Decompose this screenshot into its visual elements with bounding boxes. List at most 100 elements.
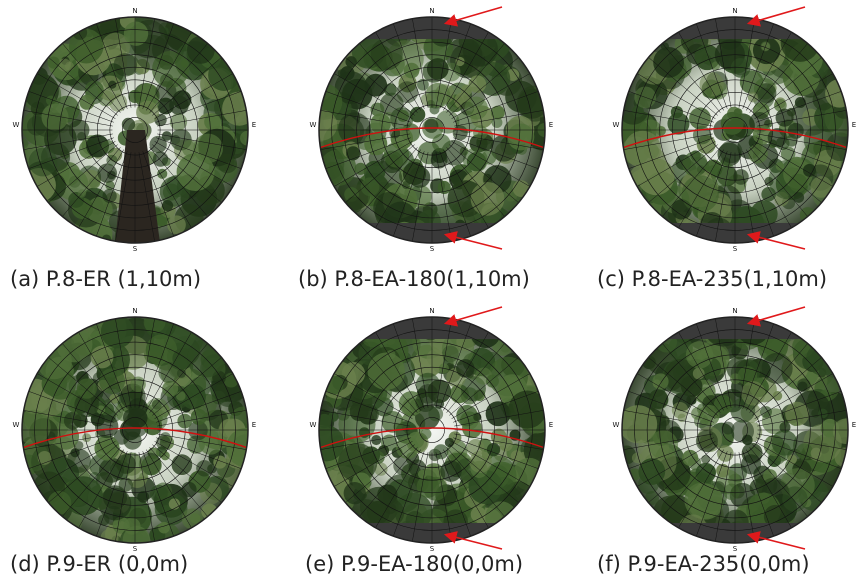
foliage	[42, 104, 69, 131]
foliage	[632, 453, 642, 463]
foliage	[169, 498, 180, 509]
foliage	[158, 362, 179, 383]
photo-content	[306, 6, 560, 261]
foliage	[368, 353, 405, 390]
foliage	[37, 344, 72, 379]
foliage	[717, 445, 734, 462]
foliage	[733, 169, 749, 185]
fisheye-photo: NSEW	[13, 307, 266, 557]
compass-north: N	[732, 7, 737, 15]
foliage	[386, 350, 395, 359]
compass-south: S	[133, 245, 138, 253]
foliage	[377, 499, 404, 526]
compass-south: S	[733, 245, 738, 253]
foliage	[424, 119, 438, 133]
foliage	[797, 378, 811, 392]
foliage	[418, 470, 427, 479]
foliage	[182, 508, 203, 529]
photo-content	[18, 3, 256, 254]
foliage	[810, 176, 832, 198]
compass-north: N	[132, 307, 137, 315]
foliage	[208, 59, 240, 91]
foliage	[65, 62, 74, 71]
compass-west: W	[613, 121, 620, 129]
compass-east: E	[549, 121, 553, 129]
arrow	[447, 535, 502, 549]
compass-north: N	[732, 307, 737, 315]
compass-west: W	[310, 421, 317, 429]
foliage	[427, 349, 444, 366]
compass-east: E	[252, 121, 256, 129]
foliage	[158, 522, 170, 534]
compass-east: E	[852, 121, 856, 129]
caption: (d) P.9-ER (0,0m)	[10, 552, 188, 576]
arrow	[750, 307, 805, 323]
photo-content	[617, 307, 861, 555]
foliage	[371, 38, 403, 70]
foliage	[682, 151, 707, 176]
foliage	[150, 485, 168, 503]
compass-west: W	[13, 121, 20, 129]
arrow	[750, 535, 805, 549]
compass-west: W	[310, 121, 317, 129]
arrow	[750, 235, 805, 249]
figure: NSEW(a) P.8-ER (1,10m)NSEW(b) P.8-EA-180…	[0, 0, 867, 579]
compass-west: W	[613, 421, 620, 429]
foliage	[402, 181, 410, 189]
photo-content	[16, 308, 266, 557]
foliage	[656, 126, 666, 136]
foliage	[433, 444, 448, 459]
foliage	[130, 377, 145, 392]
foliage	[513, 180, 530, 197]
foliage	[196, 460, 212, 476]
foliage	[213, 455, 226, 468]
foliage	[507, 124, 534, 151]
compass-north: N	[429, 307, 434, 315]
foliage	[162, 200, 173, 211]
foliage	[187, 36, 215, 64]
compass-south: S	[430, 245, 435, 253]
foliage	[48, 491, 72, 515]
caption: (f) P.9-EA-235(0,0m)	[597, 552, 810, 576]
fisheye-photo: NSEW	[13, 3, 257, 254]
caption: (c) P.8-EA-235(1,10m)	[597, 267, 827, 291]
foliage	[82, 433, 91, 442]
foliage	[396, 81, 418, 103]
foliage	[742, 435, 753, 446]
foliage	[772, 430, 798, 456]
foliage	[346, 146, 360, 160]
compass-east: E	[252, 421, 256, 429]
foliage	[73, 25, 87, 39]
foliage	[204, 113, 221, 130]
foliage	[144, 311, 166, 333]
fisheye-photo: NSEW	[306, 307, 561, 562]
arrow	[750, 7, 805, 23]
foliage	[456, 359, 475, 378]
foliage	[653, 47, 684, 78]
photo-content	[306, 310, 561, 562]
foliage	[731, 58, 751, 78]
foliage	[176, 391, 186, 401]
foliage	[825, 79, 853, 107]
photo-content	[617, 12, 863, 248]
foliage	[445, 438, 454, 447]
arrow	[447, 307, 502, 323]
foliage	[101, 140, 114, 153]
foliage	[108, 81, 116, 89]
foliage	[689, 107, 711, 129]
foliage	[485, 501, 517, 533]
foliage	[649, 430, 678, 459]
foliage	[453, 125, 468, 140]
foliage	[344, 482, 366, 504]
foliage	[361, 177, 380, 196]
foliage	[486, 375, 499, 388]
foliage	[761, 187, 776, 202]
foliage	[469, 75, 487, 93]
foliage	[482, 150, 497, 165]
foliage	[696, 463, 716, 483]
foliage	[687, 484, 723, 520]
foliage	[191, 409, 207, 425]
foliage	[701, 455, 710, 464]
